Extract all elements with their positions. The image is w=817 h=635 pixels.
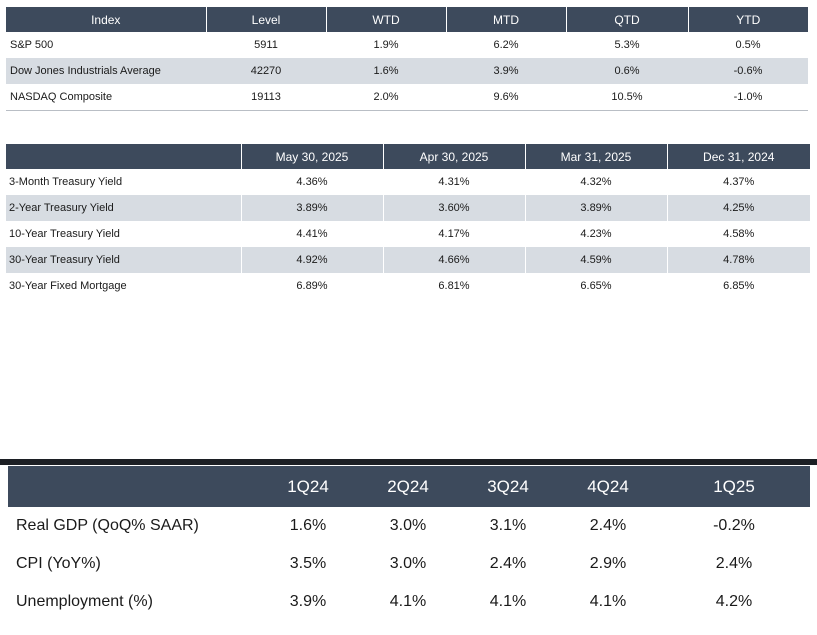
yield-cell: 4.41% [240, 221, 383, 247]
column-header-date: Mar 31, 2025 [525, 144, 668, 169]
yield-cell: 3.89% [240, 195, 383, 221]
column-header-quarter: 2Q24 [358, 466, 458, 507]
column-header-level: Level [206, 7, 327, 32]
column-header-mtd: MTD [446, 7, 567, 32]
table-header-row: May 30, 2025 Apr 30, 2025 Mar 31, 2025 D… [6, 144, 810, 169]
value-cell: 2.9% [589, 555, 627, 572]
ytd-cell: 0.5% [735, 39, 761, 51]
qtd-cell: 0.6% [566, 58, 688, 84]
mtd-cell: 6.2% [493, 39, 519, 51]
wtd-cell: 2.0% [326, 84, 446, 111]
value-cell: 3.0% [389, 555, 427, 572]
row-label: 10-Year Treasury Yield [9, 228, 120, 240]
value-cell: 3.0% [389, 517, 427, 534]
yield-cell: 4.78% [666, 247, 810, 273]
row-label: 30-Year Fixed Mortgage [9, 280, 127, 292]
row-label: S&P 500 [10, 39, 54, 51]
yield-cell: 4.37% [666, 169, 810, 195]
value-cell: 3.1% [489, 517, 527, 534]
table-row: S&P 500 5911 1.9% 6.2% 5.3% 0.5% [6, 32, 808, 58]
yield-cell: 4.17% [382, 221, 525, 247]
row-label: NASDAQ Composite [6, 84, 206, 111]
column-header-date: May 30, 2025 [241, 144, 384, 169]
level-cell: 42270 [206, 58, 326, 84]
mtd-cell: 3.9% [446, 58, 566, 84]
column-header-quarter: 3Q24 [458, 466, 558, 507]
qtd-cell: 5.3% [614, 39, 640, 51]
yield-cell: 3.60% [382, 195, 525, 221]
row-label: Real GDP (QoQ% SAAR) [16, 517, 199, 534]
table-row: 2-Year Treasury Yield 3.89% 3.60% 3.89% … [6, 195, 810, 221]
value-cell: 2.4% [489, 555, 527, 572]
table-row: 30-Year Fixed Mortgage 6.89% 6.81% 6.65%… [6, 273, 810, 299]
column-header-index: Index [6, 7, 207, 32]
level-cell: 5911 [254, 39, 278, 51]
table-row: NASDAQ Composite 19113 2.0% 9.6% 10.5% -… [6, 84, 808, 111]
value-cell: 4.1% [589, 593, 627, 610]
table-row: Unemployment (%) 3.9% 4.1% 4.1% 4.1% 4.2… [8, 583, 810, 621]
table-row: CPI (YoY%) 3.5% 3.0% 2.4% 2.9% 2.4% [8, 545, 810, 583]
column-header-empty [8, 466, 258, 507]
table-row: Real GDP (QoQ% SAAR) 1.6% 3.0% 3.1% 2.4%… [8, 507, 810, 545]
value-cell: 2.4% [715, 555, 753, 572]
table-header-row: Index Level WTD MTD QTD YTD [6, 7, 808, 32]
row-label: CPI (YoY%) [16, 555, 101, 572]
yield-cell: 6.65% [524, 273, 667, 299]
yield-cell: 4.31% [382, 169, 525, 195]
yield-cell: 4.23% [524, 221, 667, 247]
value-cell: 3.9% [289, 593, 327, 610]
value-cell: -0.2% [713, 517, 755, 534]
section-divider [0, 459, 817, 465]
yield-cell: 4.59% [524, 247, 667, 273]
value-cell: 1.6% [289, 517, 327, 534]
value-cell: 3.5% [289, 555, 327, 572]
column-header-quarter: 4Q24 [558, 466, 658, 507]
mtd-cell: 9.6% [446, 84, 566, 111]
column-header-ytd: YTD [688, 7, 808, 32]
column-header-quarter: 1Q24 [258, 466, 358, 507]
table-row: 3-Month Treasury Yield 4.36% 4.31% 4.32%… [6, 169, 810, 195]
yield-cell: 4.58% [666, 221, 810, 247]
yields-table: May 30, 2025 Apr 30, 2025 Mar 31, 2025 D… [6, 144, 810, 299]
index-performance-table: Index Level WTD MTD QTD YTD S&P 500 5911… [6, 7, 808, 111]
column-header-wtd: WTD [326, 7, 447, 32]
column-header-quarter: 1Q25 [658, 466, 810, 507]
table-row: 10-Year Treasury Yield 4.41% 4.17% 4.23%… [6, 221, 810, 247]
ytd-cell: -1.0% [688, 84, 808, 111]
yield-cell: 4.92% [240, 247, 383, 273]
qtd-cell: 10.5% [566, 84, 688, 111]
value-cell: 2.4% [589, 517, 627, 534]
yield-cell: 3.89% [524, 195, 667, 221]
table-row: Dow Jones Industrials Average 42270 1.6%… [6, 58, 808, 84]
level-cell: 19113 [206, 84, 326, 111]
yield-cell: 4.66% [382, 247, 525, 273]
value-cell: 4.2% [715, 593, 753, 610]
row-label: Unemployment (%) [16, 593, 153, 610]
yield-cell: 4.25% [666, 195, 810, 221]
column-header-date: Apr 30, 2025 [383, 144, 526, 169]
row-label: 2-Year Treasury Yield [6, 195, 241, 221]
row-label: 30-Year Treasury Yield [6, 247, 241, 273]
value-cell: 4.1% [389, 593, 427, 610]
column-header-date: Dec 31, 2024 [667, 144, 810, 169]
row-label: Dow Jones Industrials Average [6, 58, 206, 84]
wtd-cell: 1.6% [326, 58, 446, 84]
economic-indicators-table: 1Q24 2Q24 3Q24 4Q24 1Q25 Real GDP (QoQ% … [8, 466, 810, 621]
ytd-cell: -0.6% [688, 58, 808, 84]
row-label: 3-Month Treasury Yield [9, 176, 123, 188]
yield-cell: 6.81% [382, 273, 525, 299]
wtd-cell: 1.9% [373, 39, 399, 51]
yield-cell: 4.32% [524, 169, 667, 195]
table-header-row: 1Q24 2Q24 3Q24 4Q24 1Q25 [8, 466, 810, 507]
column-header-qtd: QTD [566, 7, 689, 32]
value-cell: 4.1% [489, 593, 527, 610]
yield-cell: 6.89% [240, 273, 383, 299]
yield-cell: 4.36% [240, 169, 383, 195]
column-header-empty [6, 144, 242, 169]
table-row: 30-Year Treasury Yield 4.92% 4.66% 4.59%… [6, 247, 810, 273]
yield-cell: 6.85% [666, 273, 810, 299]
